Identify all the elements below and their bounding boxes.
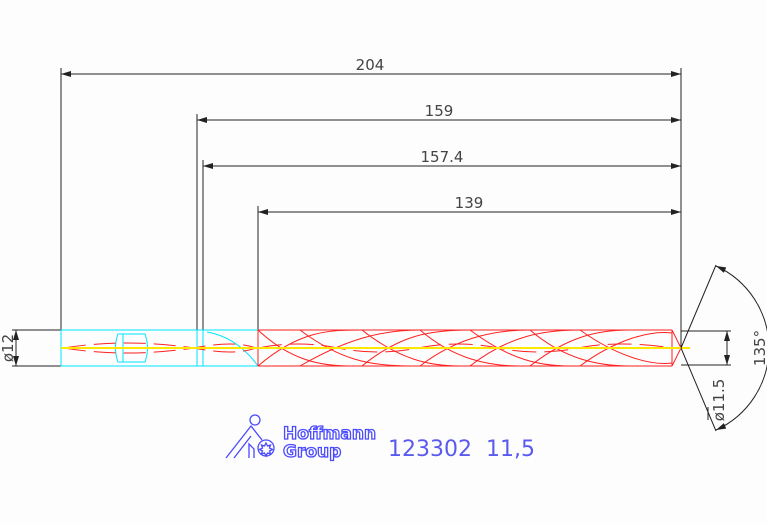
extension-lines: [60, 68, 682, 366]
dimension-139: 139: [258, 194, 681, 215]
dimension-label-139: 139: [455, 194, 484, 212]
dimension-label-204: 204: [356, 56, 385, 74]
hoffmann-group-logo: Hoffmann Group: [225, 414, 377, 463]
dimension-label-157-4: 157.4: [421, 148, 464, 166]
dimension-204: 204: [61, 56, 681, 77]
dimension-label-drill-diameter: ø11.5: [710, 379, 728, 422]
dimension-shank-diameter: ø12: [0, 329, 61, 367]
shank-hidden-lines: [63, 342, 257, 354]
dimension-159: 159: [197, 102, 681, 123]
logo-mark-icon: [225, 414, 275, 459]
dimension-157-4: 157.4: [203, 148, 681, 169]
part-number-label: 123302 11,5: [388, 437, 535, 462]
dimension-label-shank-diameter: ø12: [0, 334, 17, 362]
dimension-label-159: 159: [425, 102, 454, 120]
dimension-label-point-angle: 135°: [751, 330, 767, 366]
logo-text-line1: Hoffmann: [283, 424, 376, 444]
dimension-point-angle: 135°: [680, 264, 767, 432]
logo-text-line2: Group: [283, 442, 341, 462]
